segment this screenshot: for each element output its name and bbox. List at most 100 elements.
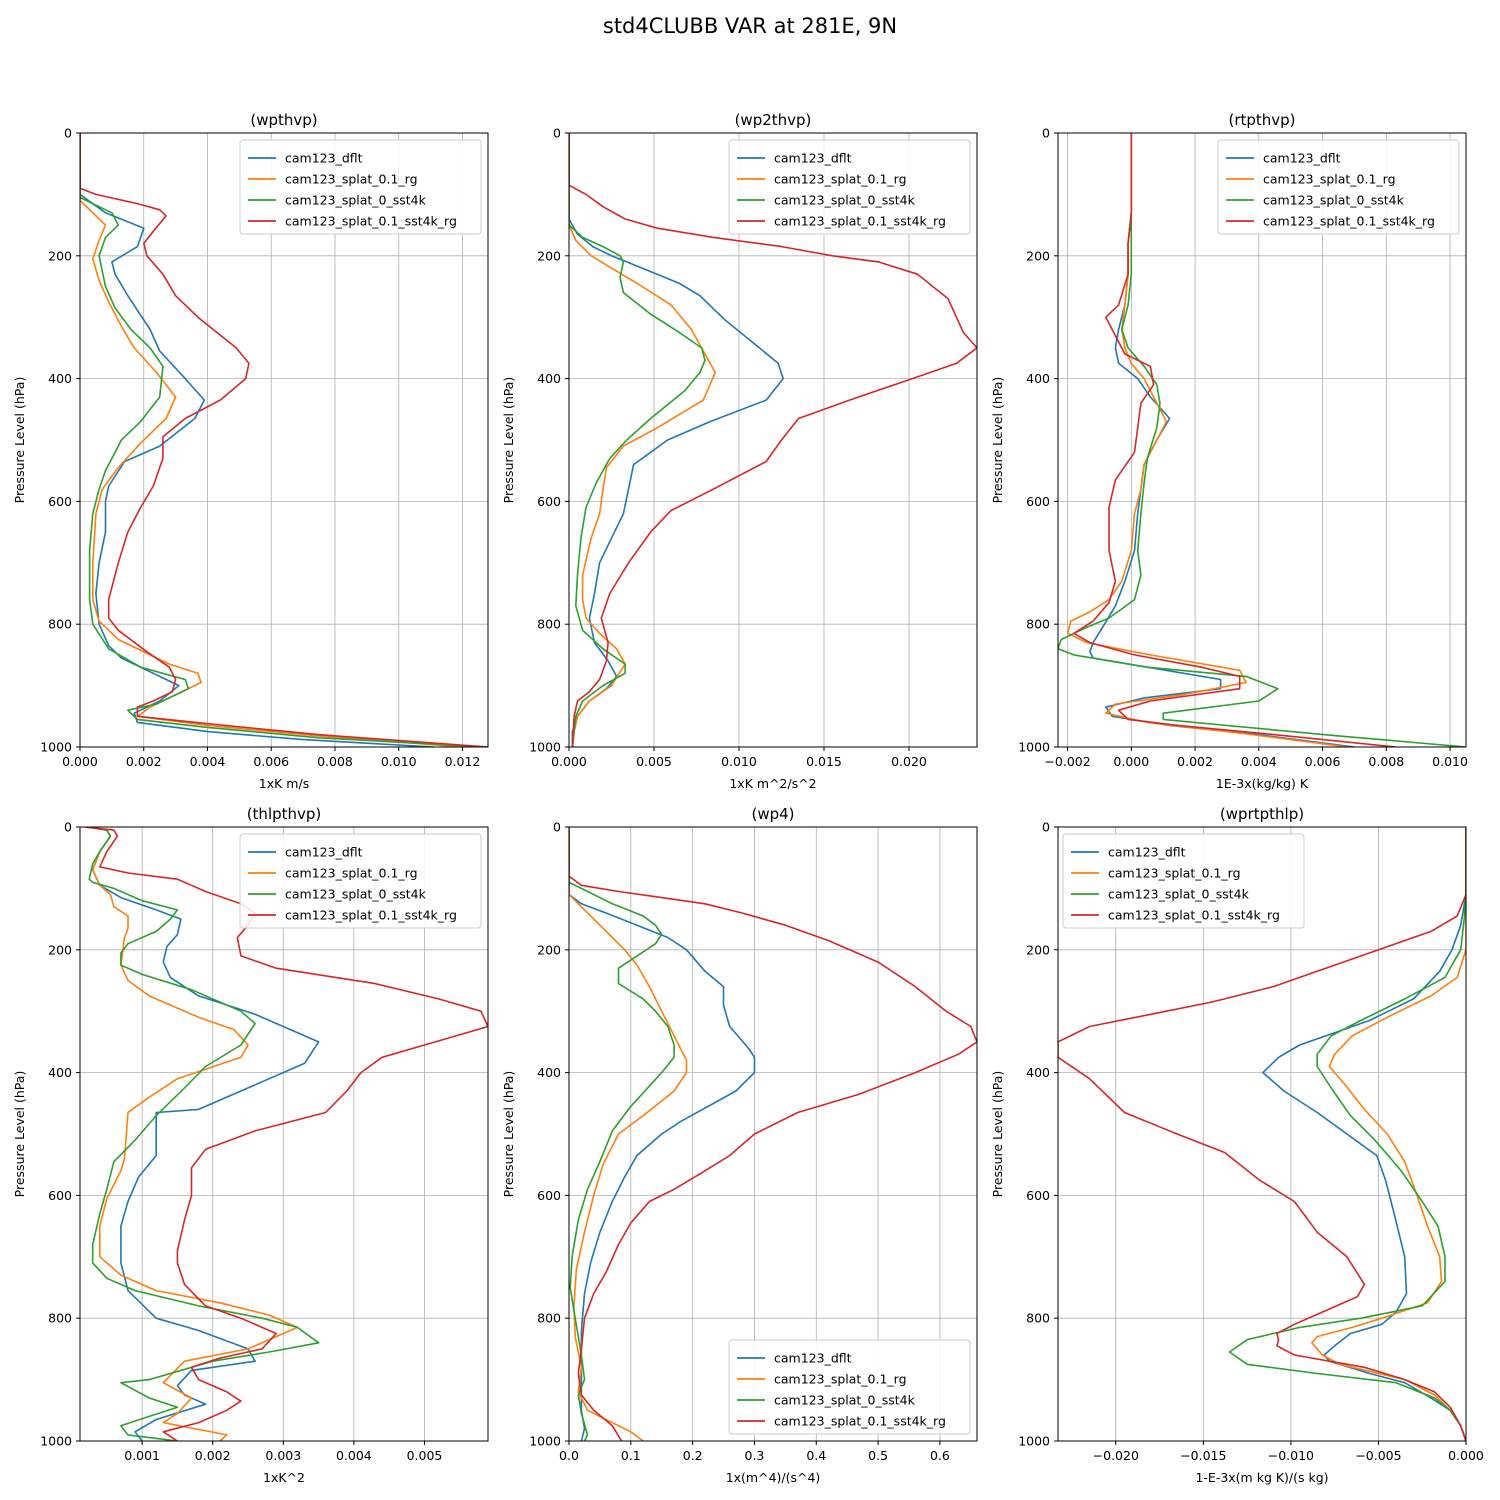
subplot-title: (wpthvp) bbox=[250, 111, 317, 129]
legend: cam123_dflt cam123_splat_0.1_rg cam123_spl… bbox=[728, 1339, 971, 1435]
y-tick-label: 1000 bbox=[1018, 1434, 1050, 1449]
y-tick-label: 400 bbox=[537, 371, 561, 386]
y-tick-label: 600 bbox=[48, 1188, 72, 1203]
legend-label: cam123_dflt bbox=[774, 151, 852, 166]
y-tick-label: 0 bbox=[553, 820, 561, 835]
y-axis-label: Pressure Level (hPa) bbox=[501, 1071, 516, 1198]
x-tick-label: 0.004 bbox=[336, 1448, 372, 1463]
series-line-cam123_dflt bbox=[1089, 133, 1355, 747]
y-tick-label: 600 bbox=[537, 1188, 561, 1203]
x-tick-label: 0.3 bbox=[745, 1448, 765, 1463]
legend-label: cam123_splat_0_sst4k bbox=[285, 887, 427, 902]
legend-label: cam123_dflt bbox=[1108, 845, 1186, 860]
series-line-cam123_splat_0.1_rg bbox=[1311, 827, 1466, 1441]
y-tick-label: 200 bbox=[48, 248, 72, 263]
x-axis-label: 1xK m^2/s^2 bbox=[729, 776, 816, 791]
y-tick-label: 200 bbox=[537, 942, 561, 957]
x-tick-label: 0.001 bbox=[124, 1448, 160, 1463]
x-tick-label: 0.008 bbox=[1368, 754, 1404, 769]
y-axis-label: Pressure Level (hPa) bbox=[12, 377, 27, 504]
series-line-cam123_splat_0_sst4k bbox=[1058, 133, 1466, 747]
x-tick-label: 0.002 bbox=[1177, 754, 1213, 769]
series-line-cam123_splat_0.1_sst4k_rg bbox=[569, 827, 977, 1441]
x-tick-label: 0.006 bbox=[1305, 754, 1341, 769]
subplot-title: (wp2thvp) bbox=[735, 111, 812, 129]
legend: cam123_dflt cam123_splat_0.1_rg cam123_spl… bbox=[239, 139, 482, 235]
x-tick-label: −0.010 bbox=[1268, 1448, 1314, 1463]
y-tick-label: 0 bbox=[64, 126, 72, 141]
series-line-cam123_dflt bbox=[1262, 827, 1466, 1441]
y-tick-label: 1000 bbox=[40, 740, 72, 755]
legend-box bbox=[1062, 833, 1305, 929]
legend-label: cam123_splat_0.1_rg bbox=[285, 866, 418, 881]
legend-label: cam123_splat_0_sst4k bbox=[285, 193, 427, 208]
y-axis-label: Pressure Level (hPa) bbox=[990, 1071, 1005, 1198]
series-line-cam123_splat_0_sst4k bbox=[1228, 827, 1466, 1441]
y-tick-label: 600 bbox=[48, 494, 72, 509]
x-tick-label: 0.6 bbox=[930, 1448, 950, 1463]
y-tick-label: 800 bbox=[48, 617, 72, 632]
subplot-6: −0.020 −0.015 −0.010 −0.005 0.000 0 200 400 600 8… bbox=[990, 805, 1484, 1485]
series-line-cam123_splat_0.1_sst4k_rg bbox=[80, 133, 488, 747]
subplot-title: (rtpthvp) bbox=[1228, 111, 1295, 129]
y-tick-label: 800 bbox=[537, 617, 561, 632]
legend-label: cam123_splat_0.1_sst4k_rg bbox=[774, 214, 946, 229]
legend-box bbox=[728, 139, 971, 235]
legend-label: cam123_splat_0.1_sst4k_rg bbox=[285, 908, 457, 923]
y-tick-label: 200 bbox=[537, 248, 561, 263]
y-tick-label: 600 bbox=[1026, 1188, 1050, 1203]
x-tick-label: 0.1 bbox=[621, 1448, 641, 1463]
legend-label: cam123_splat_0_sst4k bbox=[1108, 887, 1250, 902]
x-tick-label: 0.015 bbox=[806, 754, 842, 769]
legend: cam123_dflt cam123_splat_0.1_rg cam123_spl… bbox=[1217, 139, 1460, 235]
x-tick-label: −0.005 bbox=[1355, 1448, 1401, 1463]
legend: cam123_dflt cam123_splat_0.1_rg cam123_spl… bbox=[1062, 833, 1305, 929]
figure-title: std4CLUBB VAR at 281E, 9N bbox=[602, 14, 898, 38]
x-tick-label: 0.008 bbox=[317, 754, 353, 769]
axes-frame bbox=[79, 826, 489, 1442]
subplot-2: 0.000 0.005 0.010 0.015 0.020 0 200 400 600 800 10… bbox=[501, 111, 978, 791]
y-tick-label: 0 bbox=[1042, 126, 1050, 141]
x-axis-label: 1E-3x(kg/kg) K bbox=[1216, 776, 1309, 791]
axes-frame bbox=[1057, 826, 1467, 1442]
x-tick-label: 0.004 bbox=[190, 754, 226, 769]
x-tick-label: 0.020 bbox=[891, 754, 927, 769]
legend-label: cam123_splat_0.1_sst4k_rg bbox=[285, 214, 457, 229]
series-line-cam123_splat_0.1_sst4k_rg bbox=[569, 133, 977, 747]
legend-box bbox=[728, 1339, 971, 1435]
x-tick-label: 0.012 bbox=[445, 754, 481, 769]
x-tick-label: 0.004 bbox=[1241, 754, 1277, 769]
axes-frame bbox=[568, 132, 978, 748]
x-tick-label: −0.015 bbox=[1180, 1448, 1226, 1463]
legend-label: cam123_splat_0.1_rg bbox=[1108, 866, 1241, 881]
y-tick-label: 800 bbox=[1026, 1311, 1050, 1326]
legend-label: cam123_splat_0_sst4k bbox=[774, 1393, 916, 1408]
x-tick-label: 0.4 bbox=[806, 1448, 826, 1463]
series-line-cam123_splat_0.1_sst4k_rg bbox=[1058, 827, 1466, 1441]
legend-label: cam123_splat_0.1_sst4k_rg bbox=[774, 1414, 946, 1429]
legend-label: cam123_splat_0.1_rg bbox=[1263, 172, 1396, 187]
x-tick-label: 0.006 bbox=[253, 754, 289, 769]
legend-label: cam123_dflt bbox=[285, 845, 363, 860]
x-tick-label: 0.5 bbox=[868, 1448, 888, 1463]
x-tick-label: 0.010 bbox=[721, 754, 757, 769]
y-tick-label: 0 bbox=[64, 820, 72, 835]
x-axis-label: 1-E-3x(m kg K)/(s kg) bbox=[1195, 1470, 1328, 1485]
series-line-cam123_splat_0.1_sst4k_rg bbox=[85, 827, 488, 1441]
legend-box bbox=[1217, 139, 1460, 235]
x-tick-label: 0.010 bbox=[1432, 754, 1468, 769]
legend-label: cam123_splat_0.1_rg bbox=[774, 1372, 907, 1387]
x-tick-label: 0.003 bbox=[265, 1448, 301, 1463]
subplot-3: −0.002 0.000 0.002 0.004 0.006 0.008 0.010 0 200… bbox=[990, 111, 1468, 791]
legend-box bbox=[239, 833, 482, 929]
legend-box bbox=[239, 139, 482, 235]
series-line-cam123_dflt bbox=[569, 827, 756, 1441]
subplot-5: 0.0 0.1 0.2 0.3 0.4 0.5 0.6 0 200 400 600 800 1000 (w… bbox=[501, 805, 978, 1485]
x-tick-label: 0.000 bbox=[1113, 754, 1149, 769]
legend-label: cam123_splat_0.1_sst4k_rg bbox=[1108, 908, 1280, 923]
x-tick-label: 0.005 bbox=[636, 754, 672, 769]
legend-label: cam123_dflt bbox=[1263, 151, 1341, 166]
series-line-cam123_splat_0_sst4k bbox=[80, 133, 488, 747]
y-axis-label: Pressure Level (hPa) bbox=[990, 377, 1005, 504]
